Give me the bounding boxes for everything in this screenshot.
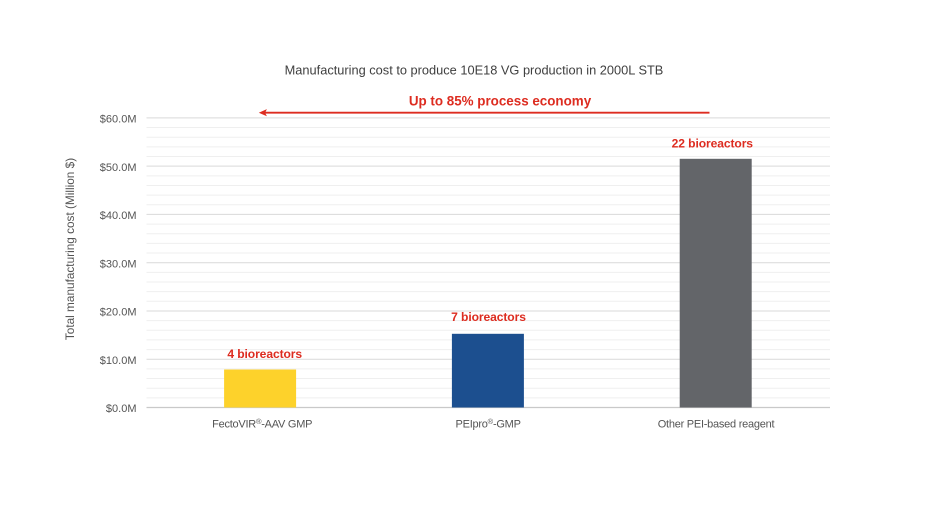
svg-text:7 bioreactors: 7 bioreactors xyxy=(451,310,526,324)
svg-text:Up to 85% process economy: Up to 85% process economy xyxy=(409,93,592,108)
svg-text:$50.0M: $50.0M xyxy=(100,162,137,174)
svg-text:$10.0M: $10.0M xyxy=(100,355,137,367)
svg-text:Total manufacturing cost (Mill: Total manufacturing cost (Million $) xyxy=(63,158,77,340)
svg-text:Other PEI-based reagent: Other PEI-based reagent xyxy=(658,419,775,431)
svg-text:$60.0M: $60.0M xyxy=(100,114,137,126)
svg-text:$30.0M: $30.0M xyxy=(100,258,137,270)
svg-text:4 bioreactors: 4 bioreactors xyxy=(227,347,302,361)
svg-text:Manufacturing cost to produce: Manufacturing cost to produce 10E18 VG p… xyxy=(285,63,664,78)
svg-text:$40.0M: $40.0M xyxy=(100,210,137,222)
svg-text:PEIpro®-GMP: PEIpro®-GMP xyxy=(456,417,521,431)
svg-text:$20.0M: $20.0M xyxy=(100,307,137,319)
svg-text:$0.0M: $0.0M xyxy=(106,403,137,415)
svg-text:FectoVIR®-AAV GMP: FectoVIR®-AAV GMP xyxy=(212,417,312,431)
svg-text:22 bioreactors: 22 bioreactors xyxy=(672,136,754,150)
